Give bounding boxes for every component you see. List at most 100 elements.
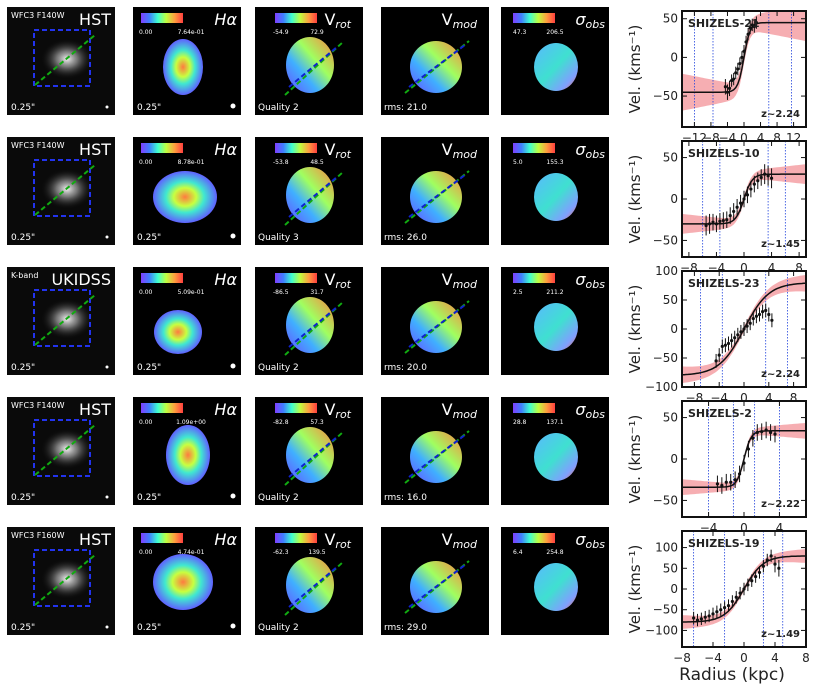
sigma-colorbar-max: 137.1 <box>546 419 563 426</box>
x-tick-label: 4 <box>765 391 773 405</box>
data-point <box>746 583 750 587</box>
x-tick-label: 0 <box>740 651 748 665</box>
instrument-label: UKIDSS <box>51 270 111 289</box>
y-tick-label: 100 <box>655 264 678 278</box>
sigma-colorbar-max: 206.5 <box>546 29 563 36</box>
halpha-colorbar <box>141 143 183 153</box>
data-point <box>748 321 752 325</box>
x-tick-label: 4 <box>757 131 765 145</box>
data-point <box>723 606 727 610</box>
data-point <box>737 472 742 476</box>
x-tick-label: 4 <box>768 261 776 275</box>
broadband-panel: WFC3 F140W HST 0.25" <box>7 397 115 505</box>
data-point <box>720 483 724 488</box>
data-point <box>759 175 763 180</box>
data-point <box>756 179 760 183</box>
rotation-curve-plot: −8 −4 0 4 8 −100 −50 0 50 100 SHIZELS-19 z~1.49 Vel.… <box>626 530 810 665</box>
vrot-colorbar-max: 139.5 <box>308 549 325 556</box>
vrot-colorbar-min: -54.9 <box>273 29 289 36</box>
y-tick-label: 50 <box>663 12 678 26</box>
halpha-colorbar <box>141 403 183 413</box>
instrument-label: HST <box>79 140 111 159</box>
band-label: K-band <box>11 271 38 280</box>
psf-marker <box>105 365 109 369</box>
data-point <box>707 222 712 226</box>
sigma-map <box>534 303 578 351</box>
halpha-title: Hα <box>214 10 237 29</box>
kinematic-axis-line <box>408 304 466 348</box>
sigma-map <box>534 433 578 481</box>
rms-label: rms: 26.0 <box>384 233 427 243</box>
vrot-colorbar-min: -62.3 <box>273 549 289 556</box>
vrot-colorbar <box>275 143 317 153</box>
data-point <box>770 318 774 322</box>
vrot-colorbar-max: 31.7 <box>310 289 324 296</box>
data-point <box>746 32 750 36</box>
data-point <box>768 430 773 435</box>
sigma-colorbar-min: 47.3 <box>513 29 527 36</box>
halpha-map <box>163 39 203 95</box>
sigma-colorbar <box>513 403 555 413</box>
y-axis-label: Vel. (kms⁻¹) <box>626 285 644 374</box>
kinematic-axis-line <box>288 436 338 478</box>
plot-area <box>682 271 806 387</box>
sigma-map <box>534 173 578 221</box>
psf-marker <box>230 233 236 239</box>
redshift-label: z~1.45 <box>761 239 800 250</box>
vrot-colorbar-min: -53.8 <box>273 159 289 166</box>
broadband-panel: K-band UKIDSS 0.25" <box>7 267 115 375</box>
data-point <box>754 574 758 579</box>
data-point <box>750 579 754 583</box>
x-tick-label: 8 <box>773 131 781 145</box>
plot-area <box>682 11 806 127</box>
scale-bar-label: 0.25" <box>11 623 35 633</box>
y-tick-label: −100 <box>645 380 678 394</box>
y-tick-label: 0 <box>670 50 678 64</box>
rotation-curve-plot: −4 0 4 −50 0 50 SHIZELS-2 z~2.22 Vel. (kms⁻¹) <box>626 400 807 535</box>
data-point <box>715 610 719 614</box>
sigma-colorbar <box>513 273 555 283</box>
halpha-colorbar-min: 0.00 <box>139 289 153 296</box>
halpha-panel: 0.00 1.09e+00 Hα 0.25" <box>133 397 241 505</box>
data-point <box>719 608 723 612</box>
data-point <box>730 599 734 604</box>
halpha-colorbar <box>141 533 183 543</box>
kinematic-axis-line <box>408 434 466 478</box>
y-axis-label: Vel. (kms⁻¹) <box>626 25 644 114</box>
x-tick-label: 8 <box>795 261 803 275</box>
x-tick-label: −4 <box>719 131 737 145</box>
scale-bar-label: 0.25" <box>11 363 35 373</box>
broadband-panel: WFC3 F160W HST 0.25" <box>7 527 115 635</box>
major-axis-line <box>34 554 96 606</box>
y-axis-label: Vel. (kms⁻¹) <box>626 155 644 244</box>
y-tick-label: 50 <box>663 561 678 575</box>
data-point <box>735 205 739 209</box>
galaxy-name-label: SHIZELS-23 <box>688 277 760 290</box>
y-tick-label: 0 <box>670 192 678 206</box>
data-point <box>711 220 715 224</box>
y-axis-label: Vel. (kms⁻¹) <box>626 415 644 504</box>
major-axis-line <box>34 294 96 346</box>
broadband-panel: WFC3 F140W HST 0.25" <box>7 7 115 115</box>
data-point <box>760 430 764 434</box>
psf-marker <box>230 623 236 629</box>
x-tick-label: 4 <box>776 521 784 535</box>
psf-marker <box>105 625 109 629</box>
data-point <box>732 209 736 214</box>
halpha-panel: 0.00 8.78e-01 Hα 0.25" <box>133 137 241 245</box>
data-point <box>748 26 752 30</box>
sigma-colorbar <box>513 143 555 153</box>
major-axis-line <box>34 34 96 86</box>
y-axis-label: Vel. (kms⁻¹) <box>626 545 644 634</box>
y-tick-label: 0 <box>670 452 678 466</box>
data-point <box>707 614 711 618</box>
data-point <box>745 193 750 197</box>
